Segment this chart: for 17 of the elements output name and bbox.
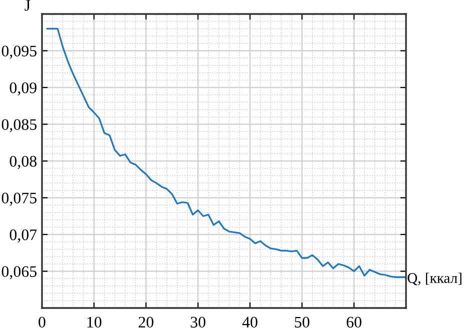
y-tick-label: 0,095: [2, 46, 37, 59]
y-tick-label: 0,075: [2, 192, 37, 206]
x-tick-label: 0: [38, 316, 46, 328]
line-series: [46, 28, 406, 278]
x-tick-label: 50: [294, 316, 310, 328]
x-tick-label: 10: [87, 316, 102, 328]
y-tick-label: 0,085: [2, 119, 37, 132]
y-tick-label: 0,065: [2, 266, 37, 280]
y-tick-label: 0,07: [10, 229, 37, 242]
x-tick-label: 60: [346, 316, 362, 328]
y-tick-label: 0,08: [10, 156, 37, 169]
x-axis-title: Q, [ккал]: [408, 272, 462, 286]
x-tick-label: 20: [138, 316, 154, 328]
y-tick-label: 0,09: [10, 82, 36, 96]
x-tick-label: 40: [242, 316, 258, 328]
x-tick-label: 30: [190, 316, 206, 328]
y-axis-title: J: [24, 0, 30, 11]
